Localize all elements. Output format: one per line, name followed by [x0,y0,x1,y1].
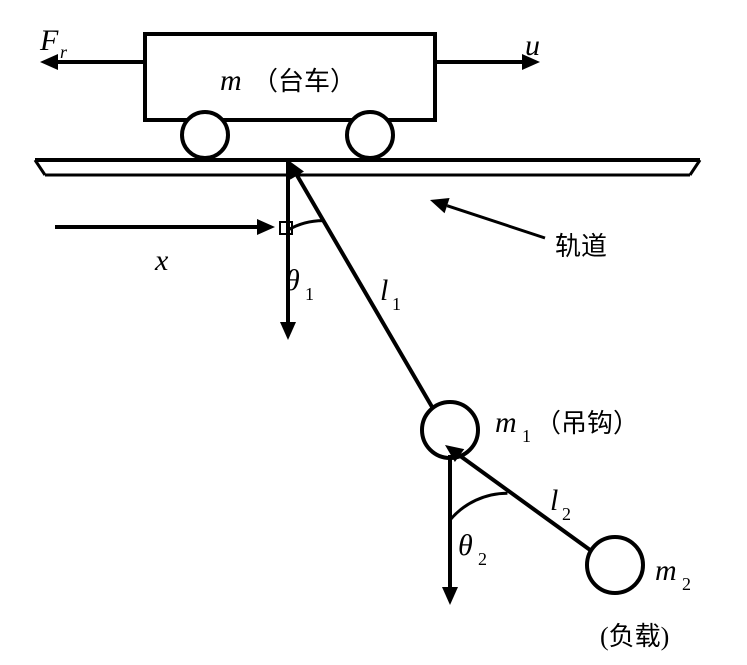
load-paren-label: (负载) [600,622,669,651]
theta-2-label: θ [458,529,473,562]
theta-1-label: θ [285,264,300,297]
rope-2-label: l [550,484,558,517]
x-axis-label: x [154,244,169,277]
rope-1-sub: 1 [392,294,401,314]
hook-paren-label: （吊钩） [535,409,639,438]
track-label: 轨道 [555,232,607,261]
cart-mass-label: m [220,64,242,97]
cart-wheel-right [347,112,393,158]
force-u-label: u [525,29,540,62]
hook-mass-sub: 1 [522,426,531,446]
load-mass [587,537,643,593]
rope-1-label: l [380,274,388,307]
load-mass-sub: 2 [682,574,691,594]
theta-2-sub: 2 [478,549,487,569]
hook-mass-label: m [495,406,517,439]
cart-wheel-left [182,112,228,158]
rope-2-sub: 2 [562,504,571,524]
load-mass-label: m [655,554,677,587]
force-f-sub: r [60,42,68,62]
cart-paren-label: （台车） [252,67,356,96]
theta-1-sub: 1 [305,284,314,304]
force-f-label: F [39,24,59,57]
